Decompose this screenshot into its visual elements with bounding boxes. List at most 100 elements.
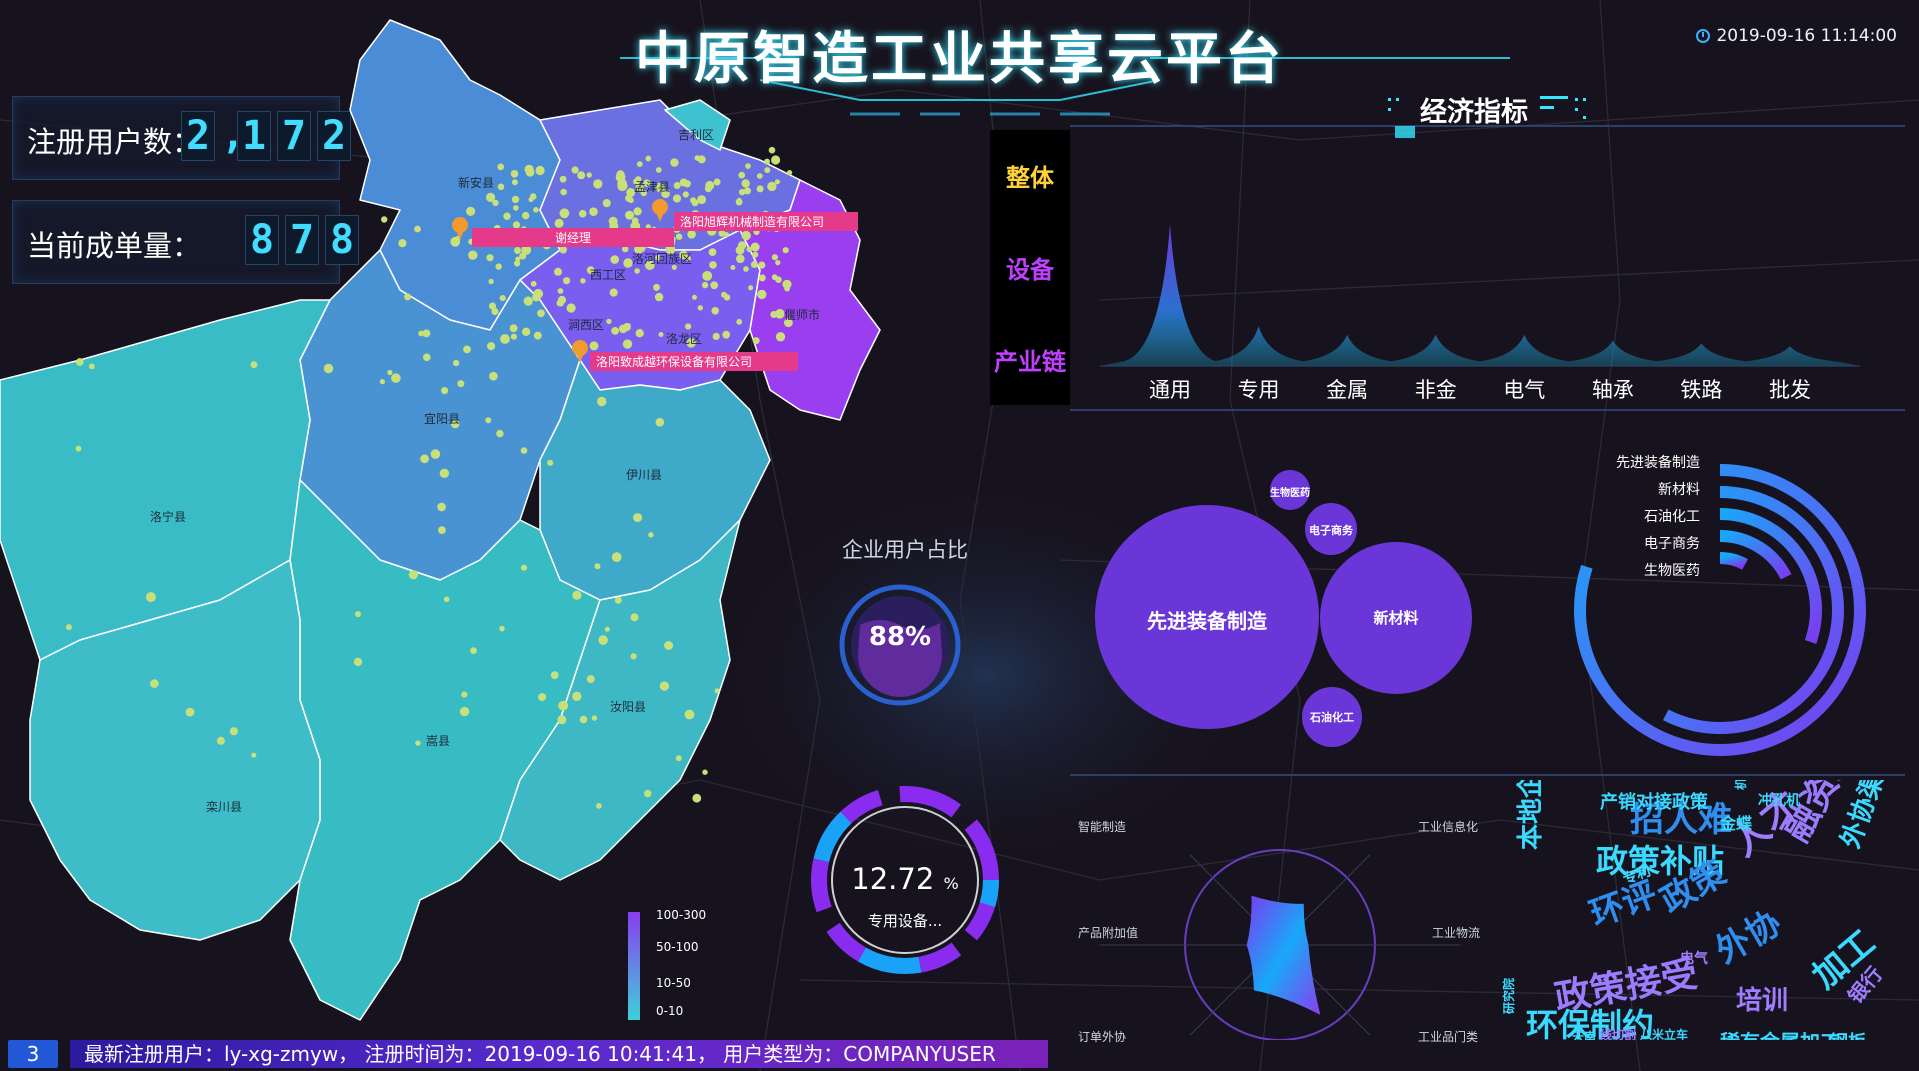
subtitle-decoration [1388,96,1586,119]
radar-indicator: 工业品门类 [1418,1030,1479,1044]
radial-bar-label: 新材料 [1658,482,1700,498]
x-tick-label: 批发 [1769,378,1811,402]
map-label: 洛河回族区 [632,252,693,266]
x-tick-label: 铁路 [1680,378,1723,402]
map-tag[interactable]: 洛阳旭辉机械制造有限公司 [674,212,858,231]
legend-label: 50-100 [656,940,699,954]
word-cloud-item[interactable]: 招人难 [1630,800,1732,840]
radial-bar-label: 先进装备制造 [1616,455,1700,471]
legend-label: 100-300 [656,908,707,922]
map-region-ruyang[interactable] [499,519,741,881]
map-tag[interactable]: 谢经理 [472,228,674,247]
x-tick-label: 通用 [1149,378,1191,402]
bubble-chart [1095,470,1472,747]
radar-chart [1099,849,1461,1040]
radar-indicator: 工业物流 [1432,926,1481,940]
bubble[interactable] [1270,470,1310,510]
orders-label: 当前成单量： [27,229,202,263]
radial-bar[interactable] [1719,552,1748,570]
luoyang-map [0,19,881,1021]
radial-bar[interactable] [1663,486,1844,734]
latest-user-ticker: 最新注册用户：ly-xg-zmyw， 注册时间为：2019-09-16 10:4… [70,1040,1048,1068]
radar-series [1246,895,1321,1015]
map-label: 汝阳县 [610,700,647,714]
bubble[interactable] [1302,687,1362,747]
word-cloud-item[interactable]: 云南 [1572,1030,1597,1040]
radial-bar[interactable] [1719,530,1792,580]
map-region-jili[interactable] [664,99,731,151]
page-badge[interactable]: 3 [8,1040,58,1068]
map-label: 栾川县 [206,800,243,814]
radar-indicator: 产品附加值 [1078,926,1139,940]
radial-bar[interactable] [1719,508,1822,644]
map-label: 新安县 [458,176,495,190]
word-cloud-item[interactable]: 培训 [1736,986,1789,1016]
special-equipment-ring [811,786,999,974]
x-tick-label: 金属 [1326,378,1369,402]
digit: 8 [325,215,359,265]
digit: 7 [277,111,311,161]
map-label: 吉利区 [678,128,715,142]
nav-item-equipment[interactable]: 设备 [1006,256,1054,284]
special-ring-number: 12.72 [851,862,935,896]
bubble[interactable] [1320,542,1472,694]
map-label: 洛宁县 [150,510,187,524]
enterprise-share-gauge [839,584,961,706]
word-cloud-item[interactable]: 电气 [1680,951,1708,967]
word-cloud-item[interactable]: 政策补贴 [1596,842,1725,880]
nav-item-industry-chain[interactable]: 产业链 [994,348,1066,376]
bubble-label: 新材料 [1373,609,1419,627]
word-cloud-item[interactable]: 钢板 [1830,1028,1866,1040]
radar-indicator: 智能制造 [1078,820,1127,834]
enterprise-share-value: 88% [868,622,932,652]
digit: 8 [245,215,279,265]
x-tick-label: 专用 [1237,378,1280,402]
bubble[interactable] [1305,503,1357,555]
enterprise-share-title: 企业用户占比 [842,538,968,562]
radar-indicator: 订单外协 [1078,1030,1127,1044]
legend-label: 10-50 [656,976,691,990]
word-cloud-item[interactable]: 线切割 [1600,1028,1637,1040]
radial-bar-label: 生物医药 [1644,563,1700,579]
word-cloud-item[interactable]: 金蝶 [1720,814,1753,833]
word-cloud-item[interactable]: 冲孔机 [1758,793,1800,809]
side-nav: 整体 设备 产业链 [990,130,1070,405]
digit: 7 [285,215,319,265]
map-region-luanchuan[interactable] [29,559,321,941]
word-cloud-item[interactable]: 研究院 [1502,977,1516,1014]
word-cloud-item[interactable]: 机械 [1732,780,1749,790]
map-markers[interactable] [452,199,668,363]
nav-item-overall[interactable]: 整体 [1006,164,1054,192]
x-tick-label: 电气 [1503,378,1546,402]
special-ring-label: 专用设备... [867,912,943,930]
special-ring-value: 12.72 % [795,862,1015,896]
word-cloud-item[interactable]: 本地企业扶持 [1510,780,1547,850]
map-label: 偃师市 [784,308,821,322]
word-cloud-item[interactable]: 稀有金属加工 [1720,1026,1840,1040]
economic-area-chart [1100,224,1860,367]
bubble-label: 电子商务 [1309,524,1353,537]
word-cloud-item[interactable]: 八米立车 [1640,1028,1689,1040]
map-label: 涧西区 [568,318,605,332]
radial-bar-chart [1574,464,1866,756]
map-label: 伊川县 [626,468,663,482]
map-tag[interactable]: 洛阳致成越环保设备有限公司 [590,352,798,371]
map-label: 孟津县 [634,180,671,194]
section-title-economic: 经济指标 [1420,97,1528,128]
radial-bar[interactable] [1574,464,1866,756]
page-title: 中原智造工业共享云平台 [635,27,1284,92]
word-cloud-item[interactable]: 外协 [1709,902,1788,972]
bubble-label: 生物医药 [1270,488,1310,499]
word-cloud-item[interactable]: 产销对接政策 [1600,792,1708,813]
area-series [1100,224,1860,366]
word-cloud-item[interactable]: 环保制约 [1526,1006,1655,1040]
bubble-label: 先进装备制造 [1147,609,1267,633]
legend-gradient [628,912,640,1020]
digit: 1 [237,111,271,161]
bubble[interactable] [1095,505,1319,729]
x-tick-label: 非金 [1414,378,1457,402]
registered-users-label: 注册用户数： [27,125,202,159]
